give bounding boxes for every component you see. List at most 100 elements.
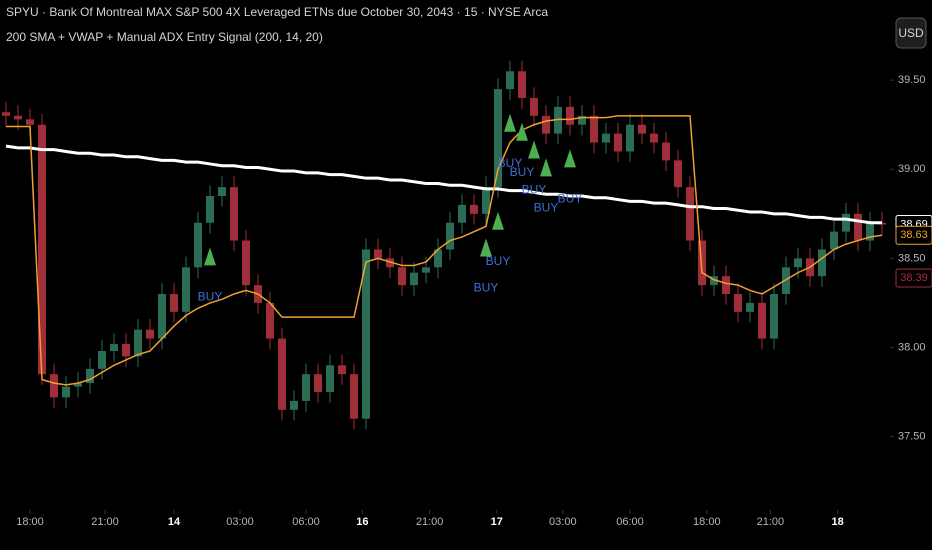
candle-body	[482, 187, 490, 214]
candle-body	[122, 343, 130, 357]
y-tick-label: 39.00	[898, 163, 926, 175]
candle-body	[686, 187, 694, 241]
candle-body	[506, 71, 514, 90]
candle-body	[326, 365, 334, 392]
y-tick-label: 38.00	[898, 341, 926, 353]
candle-body	[278, 338, 286, 410]
candle-body	[302, 374, 310, 401]
candle-body	[62, 386, 70, 398]
candle-body	[614, 133, 622, 152]
buy-label: BUY	[486, 254, 511, 268]
candle-body	[722, 276, 730, 294]
candle-body	[518, 71, 526, 98]
candle-body	[770, 294, 778, 339]
buy-signal	[492, 211, 504, 230]
candle-body	[494, 89, 502, 188]
candle-body	[734, 294, 742, 312]
candle-body	[374, 249, 382, 259]
buy-label: BUY	[498, 156, 523, 170]
candle-body	[290, 400, 298, 410]
candle-body	[758, 302, 766, 339]
buy-signal	[564, 149, 576, 168]
x-tick-label: 18:00	[693, 516, 721, 528]
candle-body	[674, 160, 682, 188]
candle-body	[638, 124, 646, 134]
candle-body	[554, 106, 562, 134]
buy-label: BUY	[510, 165, 535, 179]
candle-body	[134, 329, 142, 357]
x-tick-label: 18:00	[16, 516, 44, 528]
candle-body	[602, 133, 610, 143]
candle-body	[662, 142, 670, 161]
candle-body	[242, 240, 250, 286]
x-tick-label: 18	[831, 516, 843, 528]
overlay-line	[6, 115, 883, 386]
candle-body	[194, 222, 202, 268]
x-tick-label: 17	[491, 516, 503, 528]
candle-body	[206, 196, 214, 223]
x-tick-label: 03:00	[549, 516, 577, 528]
candle-body	[746, 302, 754, 312]
candle-body	[590, 115, 598, 143]
candle-body	[170, 294, 178, 312]
candle-body	[350, 374, 358, 419]
x-tick-label: 21:00	[416, 516, 444, 528]
y-tick-label: 37.50	[898, 430, 926, 442]
buy-signal	[480, 238, 492, 257]
candle-body	[386, 258, 394, 268]
candle-body	[626, 124, 634, 152]
candle-body	[566, 106, 574, 125]
candle-body	[650, 133, 658, 143]
x-tick-label: 03:00	[226, 516, 254, 528]
candle-body	[470, 204, 478, 214]
candle-body	[542, 115, 550, 134]
buy-label: BUY	[474, 281, 499, 295]
currency-button[interactable]	[895, 17, 927, 49]
candle-body	[578, 115, 586, 125]
candle-body	[422, 267, 430, 273]
price-label: 38.63	[900, 229, 928, 241]
candle-body	[50, 374, 58, 398]
candle-body	[74, 383, 82, 387]
candle-body	[362, 249, 370, 419]
candle-body	[854, 213, 862, 241]
candle-body	[26, 119, 34, 125]
buy-signal	[516, 122, 528, 141]
candle-body	[710, 276, 718, 286]
x-tick-label: 06:00	[616, 516, 644, 528]
candle-body	[458, 204, 466, 223]
x-tick-label: 21:00	[757, 516, 785, 528]
candle-body	[338, 365, 346, 375]
buy-label: BUY	[534, 200, 559, 214]
candle-body	[86, 368, 94, 384]
candle-body	[230, 187, 238, 241]
buy-label: BUY	[198, 290, 223, 304]
candle-body	[794, 258, 802, 268]
y-tick-label: 39.50	[898, 74, 926, 86]
candle-body	[842, 213, 850, 232]
buy-label: BUY	[522, 183, 547, 197]
candle-body	[182, 267, 190, 312]
candle-body	[38, 124, 46, 375]
candle-body	[14, 115, 22, 120]
candle-body	[530, 98, 538, 116]
candle-body	[314, 374, 322, 392]
candle-body	[98, 351, 106, 369]
x-tick-label: 21:00	[91, 516, 119, 528]
candle-body	[818, 249, 826, 277]
price-label-box	[895, 268, 932, 288]
buy-signal	[540, 158, 552, 177]
currency-label[interactable]: USD	[898, 26, 924, 40]
candle-body	[266, 302, 274, 339]
x-tick-label: 06:00	[292, 516, 320, 528]
candle-body	[434, 249, 442, 268]
candle-body	[146, 329, 154, 339]
price-label-box	[895, 225, 932, 245]
candle-body	[2, 112, 10, 116]
candle-body	[830, 231, 838, 250]
candle-body	[446, 222, 454, 250]
candle-body	[866, 222, 874, 241]
candle-body	[218, 187, 226, 196]
candle-body	[782, 267, 790, 294]
